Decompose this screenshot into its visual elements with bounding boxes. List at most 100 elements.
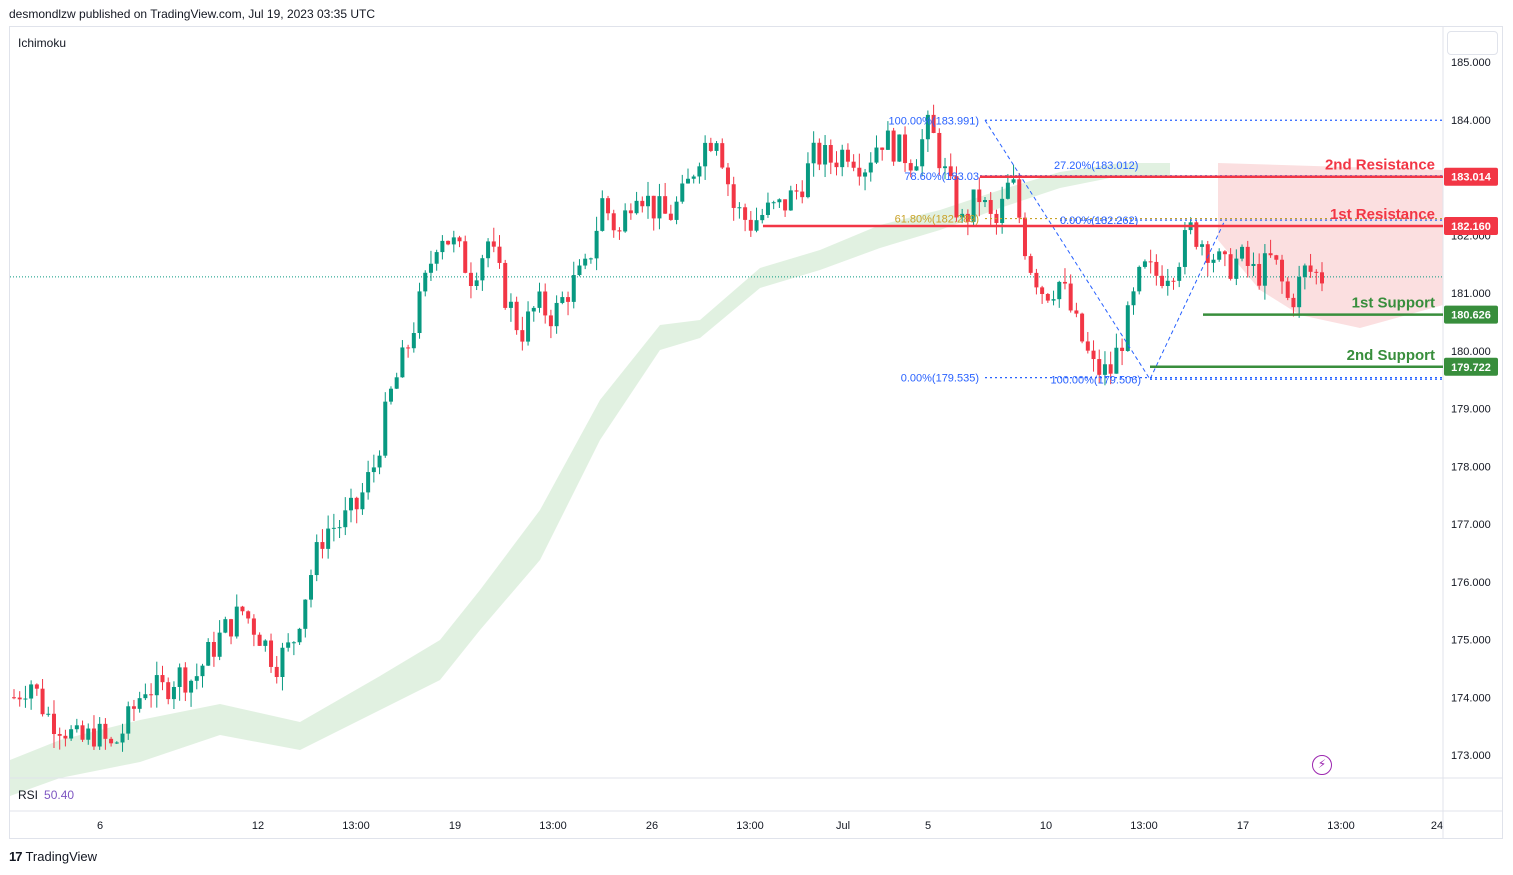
- candle-body: [537, 291, 542, 308]
- candle-body: [40, 688, 45, 715]
- candle-body: [463, 241, 468, 273]
- candle-body: [234, 606, 239, 637]
- candle-body: [1000, 198, 1005, 223]
- candle-body: [274, 666, 279, 678]
- price-scale-button[interactable]: [1447, 31, 1498, 55]
- candle-body: [23, 698, 28, 700]
- tradingview-brand: TradingView: [25, 849, 98, 864]
- candle-body: [149, 694, 154, 696]
- candle-body: [63, 735, 68, 739]
- candle-body: [948, 166, 953, 177]
- candle-body: [805, 163, 810, 198]
- candle-body: [91, 728, 96, 747]
- candle-body: [1274, 255, 1279, 260]
- chart-frame: [9, 26, 1503, 839]
- x-tick-label: 13:00: [539, 820, 567, 832]
- candle-body: [1131, 291, 1136, 306]
- candle-body: [491, 241, 496, 247]
- candle-body: [103, 723, 108, 739]
- candle-body: [651, 195, 656, 219]
- candle-body: [46, 713, 51, 715]
- candle-body: [257, 634, 262, 646]
- candle-body: [309, 575, 314, 600]
- candle-body: [1068, 283, 1073, 311]
- candle-body: [189, 680, 194, 693]
- candle-body: [874, 147, 879, 163]
- candle-body: [1308, 265, 1313, 272]
- candle-body: [320, 542, 325, 549]
- candle-body: [737, 207, 742, 209]
- candle-body: [788, 190, 793, 211]
- candle-body: [777, 199, 782, 203]
- candle-body: [1091, 350, 1096, 360]
- candle-body: [1148, 261, 1153, 263]
- candle-body: [171, 686, 176, 700]
- candle-body: [720, 143, 725, 168]
- x-tick-label: 13:00: [1130, 820, 1158, 832]
- candle-body: [468, 272, 473, 287]
- candle-body: [371, 467, 376, 473]
- candle-body: [194, 676, 199, 681]
- candle-body: [1022, 217, 1027, 257]
- candle-body: [754, 220, 759, 231]
- candle-body: [1200, 244, 1205, 247]
- candle-body: [166, 682, 171, 700]
- resistance-price-tag: [1444, 167, 1498, 186]
- candle-body: [1160, 275, 1165, 287]
- candle-body: [903, 134, 908, 164]
- candle-body: [931, 114, 936, 133]
- candle-body: [640, 200, 645, 207]
- candle-body: [434, 252, 439, 264]
- candle-body: [834, 162, 839, 168]
- candle-body: [1062, 281, 1067, 284]
- candle-body: [388, 388, 393, 402]
- candle-body: [160, 675, 165, 683]
- candle-body: [74, 725, 79, 730]
- candle-body: [1028, 256, 1033, 273]
- fib-label: 0.00%(179.535): [901, 373, 979, 385]
- candle-body: [12, 697, 16, 699]
- tradingview-logo-icon: 17: [9, 849, 23, 864]
- candle-body: [137, 698, 142, 709]
- candle-body: [217, 632, 222, 657]
- candle-body: [114, 742, 119, 744]
- x-tick-label: 12: [252, 820, 264, 832]
- candle-body: [1320, 272, 1324, 284]
- x-tick-label: 5: [925, 820, 931, 832]
- candle-body: [794, 190, 799, 192]
- candle-body: [971, 189, 976, 222]
- candle-body: [1154, 261, 1159, 276]
- candle-body: [280, 647, 285, 678]
- candle-body: [566, 297, 571, 302]
- candle-body: [1080, 313, 1085, 342]
- candle-body: [126, 706, 131, 734]
- tradingview-logo[interactable]: 17 TradingView: [9, 849, 97, 864]
- candle-body: [765, 202, 770, 215]
- candle-body: [1245, 246, 1250, 266]
- candle-body: [1171, 280, 1176, 282]
- x-tick-label: 26: [646, 820, 658, 832]
- lightning-icon[interactable]: ⚡: [1312, 755, 1332, 775]
- y-tick-label: 177.000: [1451, 519, 1491, 531]
- indicator-label[interactable]: Ichimoku: [18, 36, 67, 50]
- candle-body: [668, 213, 673, 220]
- candle-body: [251, 618, 256, 635]
- candle-body: [771, 202, 776, 204]
- candle-body: [965, 213, 970, 222]
- candle-body: [423, 272, 428, 292]
- fib-label: 0.00%(182.262): [1060, 215, 1138, 227]
- candle-body: [331, 527, 336, 529]
- candle-body: [183, 667, 188, 693]
- candle-body: [845, 149, 850, 162]
- candle-body: [143, 694, 148, 699]
- candle-body: [977, 189, 982, 203]
- y-tick-label: 179.000: [1451, 404, 1491, 416]
- candle-body: [348, 497, 353, 511]
- x-tick-label: 19: [449, 820, 461, 832]
- x-tick-label: 17: [1237, 820, 1249, 832]
- candle-body: [263, 640, 268, 646]
- candle-body: [748, 219, 753, 231]
- fib-label: 61.80%(182.289): [895, 214, 979, 226]
- candle-body: [1205, 244, 1210, 263]
